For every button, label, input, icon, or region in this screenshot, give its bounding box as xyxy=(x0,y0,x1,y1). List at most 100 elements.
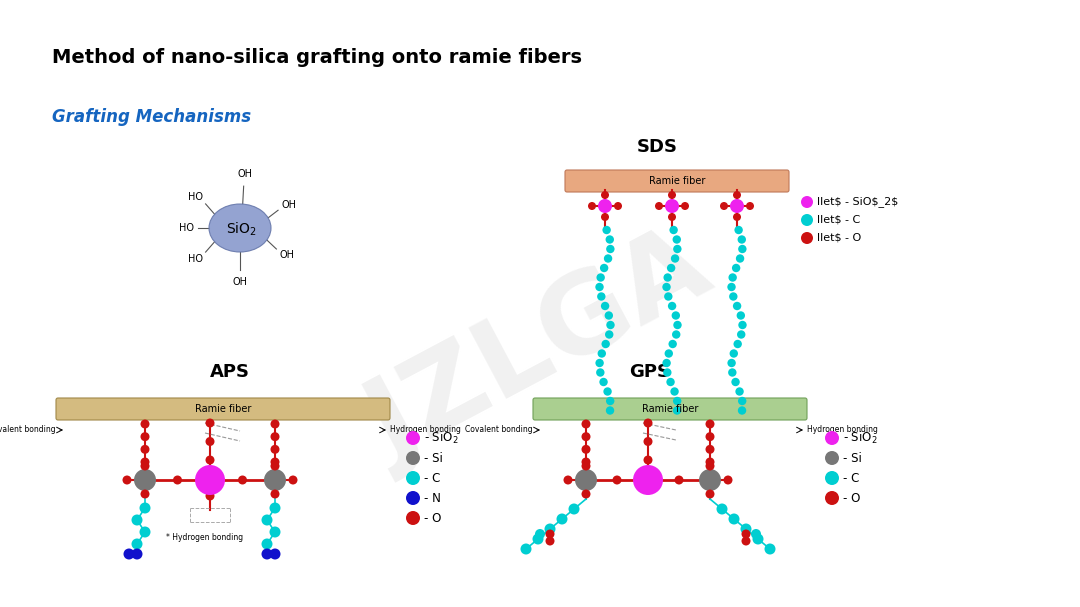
Circle shape xyxy=(733,340,742,348)
Circle shape xyxy=(728,359,735,367)
Circle shape xyxy=(595,359,604,367)
Circle shape xyxy=(544,523,555,535)
Circle shape xyxy=(672,330,680,339)
Circle shape xyxy=(729,273,737,282)
Circle shape xyxy=(673,321,681,329)
Circle shape xyxy=(738,406,746,415)
Circle shape xyxy=(738,245,746,253)
FancyBboxPatch shape xyxy=(534,398,807,420)
Text: HO: HO xyxy=(188,192,203,202)
Circle shape xyxy=(673,397,681,405)
Circle shape xyxy=(738,236,746,243)
Text: - N: - N xyxy=(424,492,441,504)
Circle shape xyxy=(600,302,609,310)
Circle shape xyxy=(581,432,591,441)
Text: - SiO$_2$: - SiO$_2$ xyxy=(843,430,878,446)
Circle shape xyxy=(132,549,143,560)
Circle shape xyxy=(765,543,775,555)
Text: SiO$_2$: SiO$_2$ xyxy=(226,220,256,238)
Circle shape xyxy=(270,432,280,441)
Text: OH: OH xyxy=(282,200,296,210)
Circle shape xyxy=(599,264,608,272)
Text: - O: - O xyxy=(843,492,861,504)
Text: SDS: SDS xyxy=(636,138,677,156)
Circle shape xyxy=(406,511,420,525)
Circle shape xyxy=(735,387,744,396)
Circle shape xyxy=(597,293,606,300)
Circle shape xyxy=(615,202,622,210)
Text: Method of nano-silica grafting onto ramie fibers: Method of nano-silica grafting onto rami… xyxy=(52,48,582,67)
Circle shape xyxy=(644,455,652,464)
Circle shape xyxy=(606,406,615,415)
Circle shape xyxy=(738,397,746,405)
Circle shape xyxy=(205,418,215,427)
Text: - C: - C xyxy=(424,472,441,484)
Circle shape xyxy=(406,431,420,445)
Circle shape xyxy=(270,419,280,429)
Circle shape xyxy=(205,455,215,464)
Circle shape xyxy=(667,302,676,310)
Circle shape xyxy=(581,419,591,429)
Circle shape xyxy=(270,549,281,560)
Circle shape xyxy=(633,465,663,495)
Text: GPS: GPS xyxy=(630,363,671,381)
Circle shape xyxy=(521,543,531,555)
Circle shape xyxy=(663,273,672,282)
Circle shape xyxy=(825,471,839,485)
Circle shape xyxy=(729,514,740,524)
Circle shape xyxy=(581,458,591,467)
Circle shape xyxy=(270,526,281,538)
Circle shape xyxy=(741,523,752,535)
Circle shape xyxy=(825,451,839,465)
Circle shape xyxy=(140,445,149,454)
Circle shape xyxy=(673,236,681,243)
Circle shape xyxy=(720,202,728,210)
Circle shape xyxy=(654,202,663,210)
Circle shape xyxy=(123,549,135,560)
Text: Hydrogen bonding: Hydrogen bonding xyxy=(390,426,461,435)
Text: Ramie fiber: Ramie fiber xyxy=(642,404,698,414)
Circle shape xyxy=(681,202,689,210)
Circle shape xyxy=(662,283,671,291)
Circle shape xyxy=(664,293,673,300)
Text: - Si: - Si xyxy=(843,452,862,464)
Circle shape xyxy=(140,419,149,429)
Circle shape xyxy=(270,461,280,470)
Circle shape xyxy=(825,491,839,505)
Circle shape xyxy=(596,368,605,377)
Circle shape xyxy=(606,236,613,243)
Circle shape xyxy=(205,492,215,501)
Circle shape xyxy=(671,254,679,263)
Circle shape xyxy=(673,406,681,415)
Circle shape xyxy=(729,293,738,300)
Circle shape xyxy=(669,213,676,221)
Circle shape xyxy=(672,311,680,320)
Circle shape xyxy=(261,549,272,560)
Circle shape xyxy=(261,515,272,526)
Circle shape xyxy=(669,191,676,199)
Circle shape xyxy=(604,387,611,396)
Circle shape xyxy=(705,445,715,454)
Circle shape xyxy=(600,191,609,199)
Text: - O: - O xyxy=(424,512,442,524)
Circle shape xyxy=(568,503,580,515)
Text: - C: - C xyxy=(843,472,860,484)
Circle shape xyxy=(575,469,597,491)
Circle shape xyxy=(564,475,572,484)
Circle shape xyxy=(270,445,280,454)
Text: Grafting Mechanisms: Grafting Mechanisms xyxy=(52,108,252,126)
Text: Ramie fiber: Ramie fiber xyxy=(194,404,252,414)
Text: HO: HO xyxy=(188,254,203,264)
Circle shape xyxy=(671,387,678,396)
Circle shape xyxy=(532,534,543,544)
Circle shape xyxy=(581,445,591,454)
Text: HO: HO xyxy=(178,223,193,233)
Text: JZLGA: JZLGA xyxy=(351,216,729,484)
Circle shape xyxy=(662,359,671,367)
Circle shape xyxy=(751,529,761,539)
Circle shape xyxy=(545,529,554,538)
Text: * Hydrogen bonding: * Hydrogen bonding xyxy=(166,534,244,543)
Circle shape xyxy=(140,458,149,467)
Circle shape xyxy=(644,437,652,446)
Circle shape xyxy=(665,199,679,213)
